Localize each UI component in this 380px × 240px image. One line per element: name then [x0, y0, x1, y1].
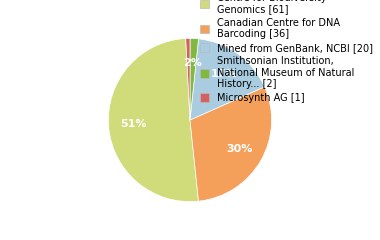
Text: 51%: 51%: [120, 120, 146, 130]
Text: 30%: 30%: [226, 144, 253, 154]
Wedge shape: [190, 38, 198, 120]
Text: 2%: 2%: [184, 58, 203, 68]
Legend: Centre for Biodiversity
Genomics [61], Canadian Centre for DNA
Barcoding [36], M: Centre for Biodiversity Genomics [61], C…: [200, 0, 373, 103]
Wedge shape: [190, 39, 264, 120]
Wedge shape: [186, 38, 190, 120]
Wedge shape: [108, 38, 198, 202]
Wedge shape: [190, 87, 272, 201]
Text: 17%: 17%: [210, 69, 237, 79]
